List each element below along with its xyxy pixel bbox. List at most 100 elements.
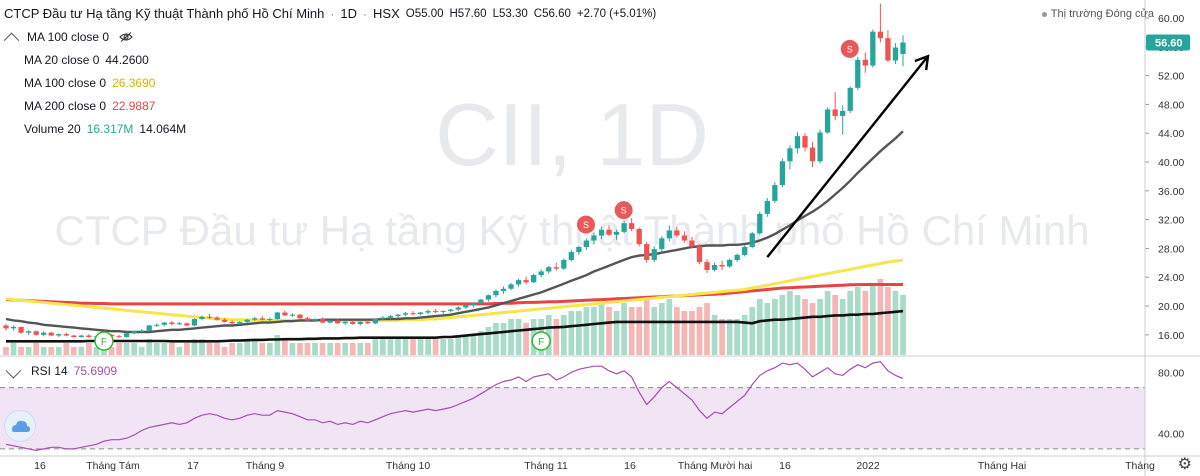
- watermark: CII, 1D CTCP Đầu tư Hạ tầng Kỹ thuật Thà…: [54, 85, 1089, 254]
- volume-bar: [817, 299, 823, 355]
- volume-bar: [108, 347, 115, 355]
- volume-bar: [168, 343, 175, 355]
- candle-body: [131, 331, 137, 334]
- time-tick-label: Tháng Mười hai: [678, 460, 753, 472]
- candle-body: [629, 223, 635, 229]
- candle-body: [214, 317, 220, 320]
- chevron-down-icon[interactable]: [5, 362, 22, 379]
- candle-body: [546, 267, 552, 272]
- chevron-up-icon[interactable]: [3, 32, 20, 48]
- candle-body: [598, 229, 605, 236]
- candle-body: [184, 323, 190, 326]
- volume-bar: [576, 311, 582, 355]
- volume-bar: [779, 295, 786, 355]
- last-price-label: 56.60: [1155, 37, 1183, 49]
- candle-body: [78, 335, 85, 337]
- eye-off-icon[interactable]: [119, 32, 133, 42]
- indicator-label: MA 100 close 0: [24, 76, 107, 90]
- candle-body: [719, 264, 725, 267]
- settings-gear-icon[interactable]: ⚙: [1177, 456, 1192, 473]
- status-dot-icon: [1041, 11, 1047, 17]
- candle-body: [206, 316, 213, 318]
- candle-body: [123, 333, 130, 337]
- volume-bar: [417, 339, 424, 355]
- candle-body: [877, 31, 884, 39]
- trend-arrow[interactable]: [766, 54, 930, 258]
- volume-bar: [689, 311, 695, 355]
- candle-body: [10, 326, 17, 329]
- interval[interactable]: 1D: [340, 6, 358, 21]
- legend-ma200[interactable]: MA 200 close 0 22.9887: [4, 98, 656, 114]
- indicator-label: MA 20 close 0: [24, 53, 100, 67]
- ohlc-close: C56.60: [533, 8, 571, 20]
- rsi-pane: [0, 360, 1145, 452]
- candle-body: [252, 318, 258, 320]
- legend-ma100[interactable]: MA 100 close 0 26.3690: [4, 75, 656, 91]
- candle-body: [681, 235, 688, 241]
- candle-body: [674, 230, 680, 236]
- legend-volume[interactable]: Volume 20 16.317M 14.064M: [4, 121, 656, 137]
- flag-marker-label: F: [101, 337, 107, 348]
- candle-body: [63, 334, 69, 336]
- volume-bar: [756, 299, 763, 355]
- volume-bar: [741, 315, 748, 355]
- volume-bar: [787, 291, 793, 355]
- candle-body: [538, 271, 544, 276]
- candle-body: [440, 311, 446, 313]
- candle-body: [576, 246, 582, 253]
- indicator-label: MA 200 close 0: [24, 99, 107, 113]
- legend: CTCP Đầu tư Hạ tầng Kỹ thuật Thành phố H…: [3, 6, 656, 137]
- candle-body: [787, 148, 793, 162]
- volume-bar: [892, 291, 899, 355]
- volume-bar: [643, 299, 650, 355]
- volume-bar: [319, 343, 326, 355]
- price-tick-label: 40.00: [1158, 157, 1184, 169]
- volume-bar: [447, 339, 454, 355]
- legend-ma100-collapsed[interactable]: MA 100 close 0: [3, 29, 656, 48]
- candle-body: [229, 321, 235, 324]
- candle-body: [606, 229, 612, 235]
- tradingview-logo-icon[interactable]: [4, 410, 36, 442]
- time-tick-label: Tháng 10: [386, 460, 431, 472]
- volume-bar: [380, 339, 386, 355]
- candle-body: [470, 303, 476, 306]
- legend-ma20[interactable]: MA 20 close 0 44.2600: [4, 52, 656, 68]
- volume-bar: [885, 287, 891, 355]
- market-status-text: Thị trường Đóng cửa: [1050, 8, 1154, 20]
- candle-body: [267, 318, 273, 320]
- volume-bar: [591, 307, 597, 355]
- ohlc-high: H57.60: [449, 8, 487, 20]
- volume-bar: [153, 343, 160, 355]
- time-tick-label: Tháng Hai: [978, 460, 1026, 472]
- volume-bar: [282, 339, 288, 355]
- candle-body: [417, 312, 424, 314]
- candle-body: [591, 235, 597, 241]
- volume-bar: [101, 347, 107, 355]
- time-tick-label: 16: [624, 460, 636, 472]
- volume-bar: [455, 335, 462, 355]
- time-tick-label: Tháng 9: [246, 460, 285, 472]
- rsi-legend[interactable]: RSI 14 75.6909: [5, 362, 117, 379]
- symbol-name[interactable]: CTCP Đầu tư Hạ tầng Kỹ thuật Thành phố H…: [4, 6, 325, 21]
- trend-line: [766, 55, 929, 258]
- candle-body: [116, 336, 122, 338]
- candle-body: [289, 314, 296, 316]
- candle-body: [304, 318, 311, 321]
- price-tick-label: 24.00: [1158, 272, 1184, 284]
- candle-body: [319, 318, 326, 323]
- rsi-label: RSI 14: [31, 364, 68, 378]
- candle-body: [365, 321, 371, 324]
- candle-body: [380, 317, 386, 319]
- candle-body: [274, 312, 280, 319]
- volume-bar: [839, 299, 846, 355]
- volume-bar: [191, 339, 198, 355]
- volume-bar: [93, 347, 100, 355]
- candle-body: [531, 275, 537, 283]
- volume-bar: [78, 347, 85, 355]
- volume-bar: [560, 315, 567, 355]
- volume-bar: [832, 295, 839, 355]
- rsi-band: [0, 387, 1145, 449]
- volume-bar: [802, 299, 808, 355]
- candle-body: [221, 319, 228, 322]
